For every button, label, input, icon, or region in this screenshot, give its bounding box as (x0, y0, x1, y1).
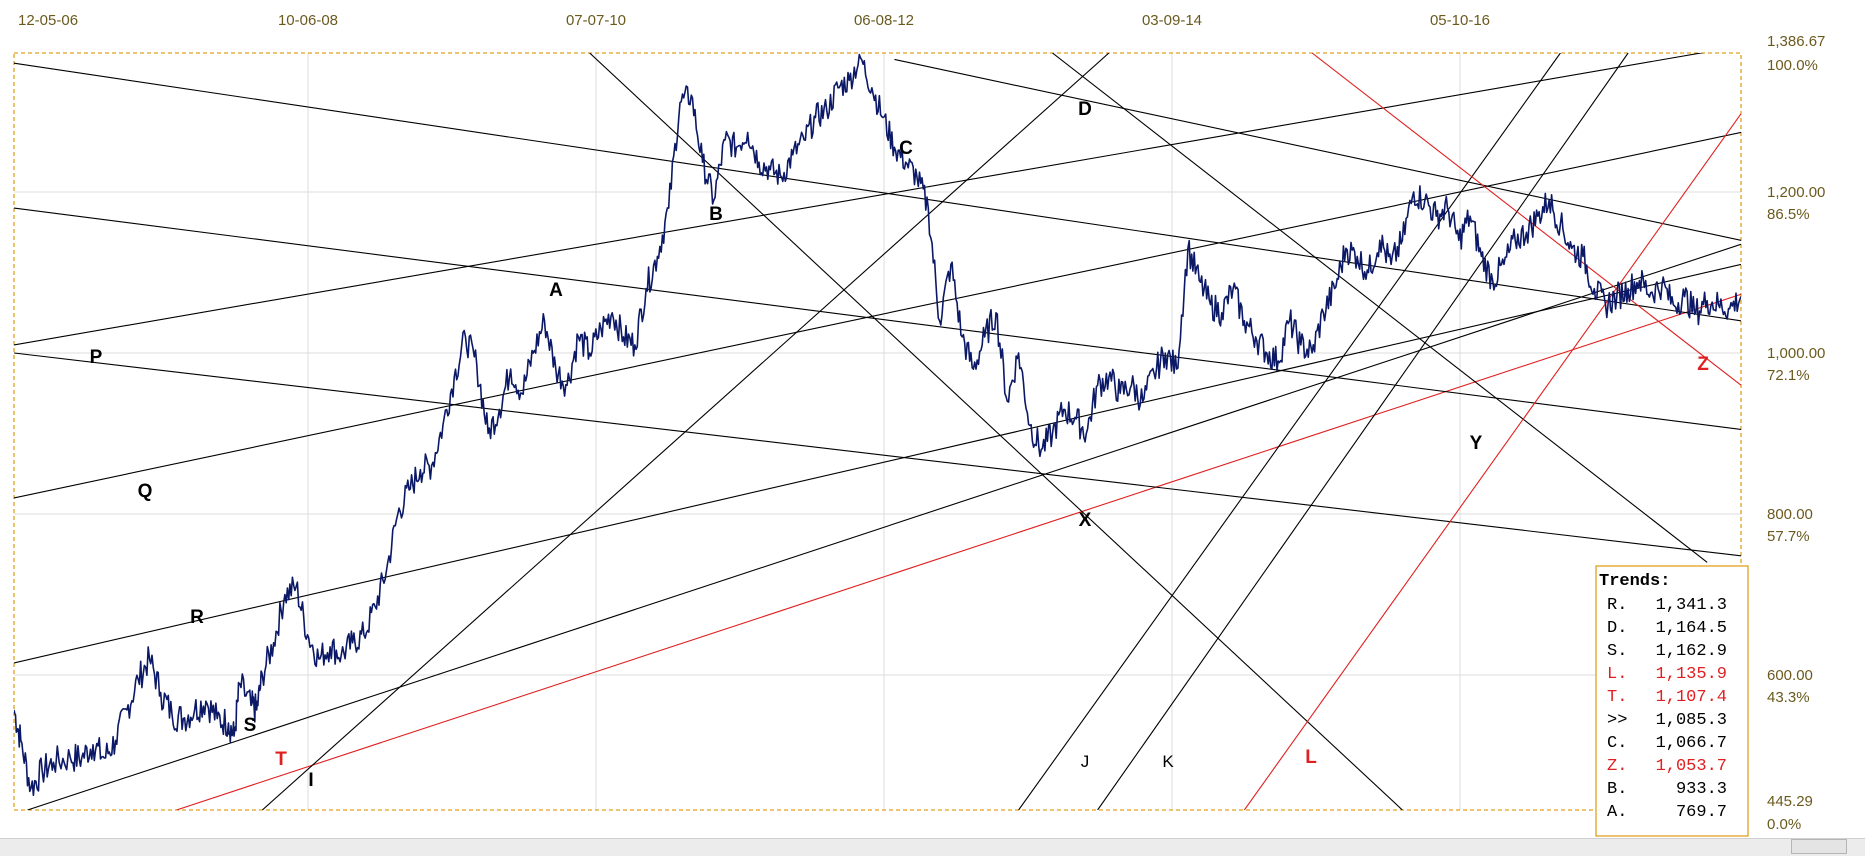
y-tick-value: 1,200.00 (1767, 184, 1825, 201)
legend-entry-key: C. (1607, 734, 1627, 753)
trends-legend: Trends: R. 1,341.3 D. 1,164.5 S. 1,162.9 L. 1,13… (1595, 565, 1749, 837)
price-line[interactable] (14, 53, 1741, 797)
y-tick-value: 600.00 (1767, 667, 1813, 684)
legend-entry-value: 1,135.9 (1656, 665, 1727, 684)
trend-line-z[interactable] (1311, 53, 1741, 386)
y-tick-value: 445.29 (1767, 793, 1813, 810)
trend-label-y: Y (1470, 433, 1483, 454)
legend-entry-value: 1,162.9 (1656, 642, 1727, 661)
y-axis-ticks: 1,386.67 100.0% 1,200.00 86.5% 1,000.00 72.1%… (1767, 33, 1825, 833)
x-tick-label: 05-10-16 (1430, 12, 1490, 29)
y-tick-percent: 86.5% (1767, 206, 1810, 223)
legend-entry-value: 1,053.7 (1656, 757, 1727, 776)
x-tick-label: 06-08-12 (854, 12, 914, 29)
x-tick-label: 10-06-08 (278, 12, 338, 29)
y-tick-value: 800.00 (1767, 506, 1813, 523)
x-tick-label: 12-05-06 (18, 12, 78, 29)
trend-line-k[interactable] (1097, 53, 1629, 810)
trend-line-c[interactable] (14, 62, 1741, 322)
trend-label-j: J (1081, 752, 1090, 771)
trend-label-x: X (1079, 510, 1092, 531)
legend-entry-value: 1,341.3 (1656, 596, 1727, 615)
y-tick-percent: 0.0% (1767, 816, 1801, 833)
trend-line-d[interactable] (894, 58, 1741, 241)
y-tick-percent: 43.3% (1767, 689, 1810, 706)
trend-label-l: L (1305, 747, 1317, 768)
trend-line-l[interactable] (1243, 113, 1741, 810)
trend-label-a: A (549, 280, 563, 301)
y-tick-percent: 57.7% (1767, 528, 1810, 545)
legend-entry-key: R. (1607, 596, 1627, 615)
trend-line-i[interactable] (261, 53, 1110, 810)
trend-label-s: S (244, 715, 257, 736)
trend-label-q: Q (138, 481, 153, 502)
trend-line-q[interactable] (14, 131, 1741, 499)
plot-frame (13, 52, 1742, 811)
trend-label-c: C (899, 138, 913, 159)
legend-title: Trends: (1599, 572, 1670, 591)
legend-box (1595, 565, 1749, 837)
trend-line-x[interactable] (1052, 53, 1708, 563)
trend-line-b[interactable] (589, 53, 1403, 810)
legend-entry-value: 1,085.3 (1656, 711, 1727, 730)
trend-label-b: B (709, 204, 723, 225)
trend-line-t[interactable] (176, 293, 1741, 810)
legend-entry-value: 1,164.5 (1656, 619, 1727, 638)
legend-entry-value: 1,066.7 (1656, 734, 1727, 753)
trend-line-s[interactable] (27, 243, 1741, 810)
legend-entry-key: L. (1607, 665, 1627, 684)
legend-entry-value: 769.7 (1676, 803, 1727, 822)
trend-label-r: R (190, 607, 204, 628)
trend-label-t: T (275, 749, 287, 770)
trend-label-z: Z (1697, 354, 1709, 375)
scrollbar-grip[interactable] (1791, 839, 1847, 854)
legend-entry-value: 933.3 (1676, 780, 1727, 799)
x-tick-label: 03-09-14 (1142, 12, 1202, 29)
legend-entry-value: 1,107.4 (1656, 688, 1727, 707)
trend-label-i: I (308, 770, 313, 791)
trend-lines (14, 46, 1741, 810)
legend-entry-key: T. (1607, 688, 1627, 707)
legend-entry-key: D. (1607, 619, 1627, 638)
y-tick-percent: 72.1% (1767, 367, 1810, 384)
legend-entry-key: >> (1607, 711, 1627, 730)
x-tick-label: 07-07-10 (566, 12, 626, 29)
trend-line-y[interactable] (14, 352, 1741, 557)
grid (14, 53, 1741, 810)
y-tick-percent: 100.0% (1767, 57, 1818, 74)
y-tick-value: 1,000.00 (1767, 345, 1825, 362)
trend-line-r[interactable] (14, 263, 1741, 664)
legend-entry-key: Z. (1607, 757, 1627, 776)
trend-labels: P Q R ST D C A Y I B X J K L Z (90, 99, 1710, 791)
trend-line-p[interactable] (14, 46, 1741, 346)
trend-label-k: K (1162, 752, 1174, 771)
legend-entry-key: A. (1607, 803, 1627, 822)
price-series (14, 53, 1741, 797)
y-tick-value: 1,386.67 (1767, 33, 1825, 50)
trend-label-p: P (90, 347, 103, 368)
plot-frame-border (13, 52, 1742, 811)
legend-entry-key: B. (1607, 780, 1627, 799)
x-axis-ticks: 12-05-06 10-06-08 07-07-10 06-08-12 03-09-14… (18, 12, 1490, 29)
legend-entry-key: S. (1607, 642, 1627, 661)
trend-label-d: D (1078, 99, 1092, 120)
trend-line-j[interactable] (1018, 53, 1561, 810)
status-bar (0, 838, 1865, 856)
trend-line-a[interactable] (14, 207, 1741, 431)
